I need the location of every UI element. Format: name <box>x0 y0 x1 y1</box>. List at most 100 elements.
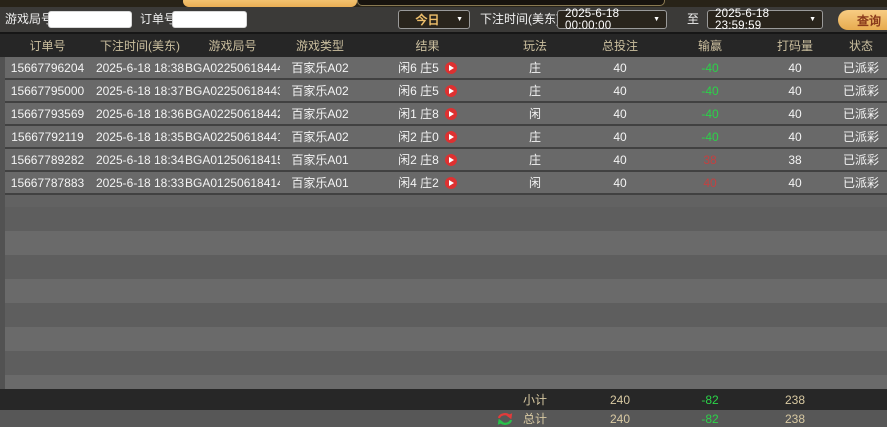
cell-result: 闲1 庄8 <box>360 105 495 122</box>
play-icon[interactable] <box>444 176 457 189</box>
cell-round-no: BGA01250618414 <box>185 175 280 190</box>
active-tab[interactable] <box>183 0 357 7</box>
cell-round-no: BGA02250618442 <box>185 106 280 121</box>
cell-total-bet: 40 <box>613 106 627 121</box>
table-row[interactable]: 15667796204 2025-6-18 18:38 BGA022506184… <box>0 57 887 80</box>
cell-bet-time: 2025-6-18 18:35 <box>95 129 185 144</box>
cell-status: 已派彩 <box>842 107 879 121</box>
cell-round-no: BGA02250618443 <box>185 83 280 98</box>
play-icon[interactable] <box>444 107 457 120</box>
header-win-loss: 输赢 <box>697 39 722 53</box>
total-label: 总计 <box>522 412 547 426</box>
cell-total-bet: 40 <box>613 129 627 144</box>
cell-bet-time: 2025-6-18 18:33 <box>95 175 185 190</box>
table-row[interactable]: 15667793569 2025-6-18 18:36 BGA022506184… <box>0 103 887 126</box>
table-row[interactable]: 15667795000 2025-6-18 18:37 BGA022506184… <box>0 80 887 103</box>
result-text: 闲2 庄8 <box>398 153 439 167</box>
end-time-value: 2025-6-18 23:59:59 <box>715 7 770 32</box>
cell-status: 已派彩 <box>842 153 879 167</box>
header-game-type: 游戏类型 <box>295 39 344 53</box>
cell-order-no: 15667789282 <box>10 152 85 167</box>
cell-game-type: 百家乐A02 <box>291 130 349 144</box>
cell-play: 庄 <box>528 61 541 75</box>
cell-turnover: 40 <box>788 106 802 121</box>
total-win-loss: -82 <box>701 411 719 426</box>
play-icon[interactable] <box>444 61 457 74</box>
header-result: 结果 <box>415 39 440 53</box>
cell-win-loss: 38 <box>703 152 717 167</box>
cell-win-loss: -40 <box>701 83 719 98</box>
cell-bet-time: 2025-6-18 18:38 <box>95 60 185 75</box>
table-row[interactable]: 15667792119 2025-6-18 18:35 BGA022506184… <box>0 126 887 149</box>
cell-total-bet: 40 <box>613 152 627 167</box>
cell-status: 已派彩 <box>842 130 879 144</box>
cell-status: 已派彩 <box>842 176 879 190</box>
empty-rows-area <box>0 207 887 389</box>
result-text: 闲1 庄8 <box>398 107 439 121</box>
cell-round-no: BGA02250618441 <box>185 129 280 144</box>
cell-total-bet: 40 <box>613 83 627 98</box>
subtotal-label: 小计 <box>522 393 547 407</box>
refresh-icon[interactable] <box>497 412 513 426</box>
table-left-gutter <box>0 57 5 389</box>
start-time-value: 2025-6-18 00:00:00 <box>565 7 620 32</box>
play-icon[interactable] <box>444 130 457 143</box>
subtotal-bet: 240 <box>609 392 631 407</box>
play-icon[interactable] <box>444 153 457 166</box>
cell-result: 闲4 庄2 <box>360 174 495 191</box>
table-header: 订单号 下注时间(美东) 游戏局号 游戏类型 结果 玩法 总投注 输赢 打码量 … <box>0 32 887 57</box>
table-row[interactable]: 15667789282 2025-6-18 18:34 BGA012506184… <box>0 149 887 172</box>
result-text: 闲6 庄5 <box>398 84 439 98</box>
cell-order-no: 15667793569 <box>10 106 85 121</box>
cell-bet-time: 2025-6-18 18:37 <box>95 83 185 98</box>
cell-result: 闲6 庄5 <box>360 59 495 76</box>
header-play: 玩法 <box>522 39 547 53</box>
result-text: 闲4 庄2 <box>398 176 439 190</box>
filter-bar: 游戏局号 订单号 今日 ▼ 下注时间(美东) 2025-6-18 00:00:0… <box>0 7 887 32</box>
cell-turnover: 40 <box>788 129 802 144</box>
order-no-input[interactable] <box>172 11 247 28</box>
cell-round-no: BGA02250618444 <box>185 60 280 75</box>
cell-turnover: 38 <box>788 152 802 167</box>
chevron-down-icon: ▼ <box>456 16 463 23</box>
cell-play: 庄 <box>528 153 541 167</box>
cell-win-loss: -40 <box>701 60 719 75</box>
start-time-select[interactable]: 2025-6-18 00:00:00 ▼ <box>557 7 667 32</box>
total-bet: 240 <box>609 411 631 426</box>
header-status: 状态 <box>848 39 873 53</box>
cell-win-loss: 40 <box>703 175 717 190</box>
cell-result: 闲6 庄5 <box>360 82 495 99</box>
game-round-label: 游戏局号 <box>5 12 54 26</box>
chevron-down-icon: ▼ <box>809 16 816 23</box>
header-round-no: 游戏局号 <box>208 39 257 53</box>
cell-bet-time: 2025-6-18 18:36 <box>95 106 185 121</box>
cell-order-no: 15667795000 <box>10 83 85 98</box>
header-total-bet: 总投注 <box>601 39 638 53</box>
cell-bet-time: 2025-6-18 18:34 <box>95 152 185 167</box>
play-icon[interactable] <box>444 84 457 97</box>
subtotal-win-loss: -82 <box>701 392 719 407</box>
query-button[interactable]: 查询 <box>838 10 887 30</box>
cell-total-bet: 40 <box>613 175 627 190</box>
game-round-input[interactable] <box>48 11 132 28</box>
cell-win-loss: -40 <box>701 129 719 144</box>
period-value: 今日 <box>415 13 440 27</box>
table-body: 15667796204 2025-6-18 18:38 BGA022506184… <box>0 57 887 195</box>
result-text: 闲6 庄5 <box>398 61 439 75</box>
chevron-down-icon: ▼ <box>653 16 660 23</box>
to-label: 至 <box>687 12 700 26</box>
total-turnover: 238 <box>784 411 806 426</box>
cell-turnover: 40 <box>788 60 802 75</box>
end-time-select[interactable]: 2025-6-18 23:59:59 ▼ <box>707 7 823 32</box>
period-select[interactable]: 今日 ▼ <box>398 10 470 29</box>
result-text: 闲2 庄0 <box>398 130 439 144</box>
header-turnover: 打码量 <box>776 39 813 53</box>
secondary-tab[interactable] <box>357 0 665 6</box>
cell-game-type: 百家乐A02 <box>291 61 349 75</box>
table-row[interactable]: 15667787883 2025-6-18 18:33 BGA012506184… <box>0 172 887 195</box>
cell-turnover: 40 <box>788 83 802 98</box>
cell-game-type: 百家乐A01 <box>291 176 349 190</box>
header-bet-time: 下注时间(美东) <box>100 39 180 53</box>
cell-play: 庄 <box>528 84 541 98</box>
